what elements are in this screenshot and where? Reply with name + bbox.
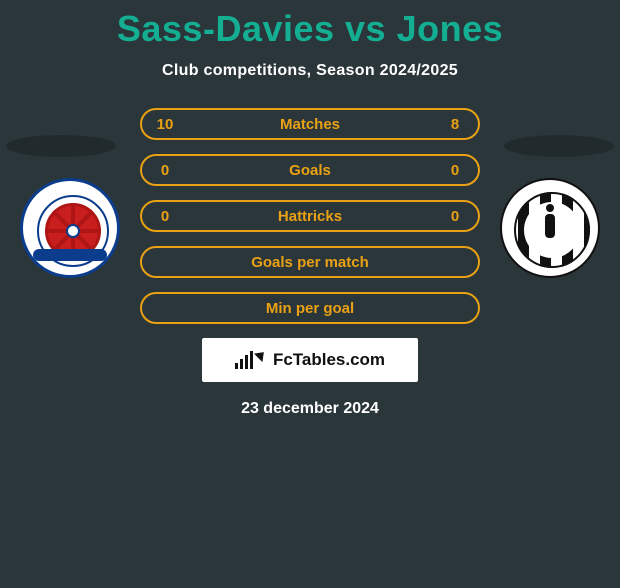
stat-left-value: 0 xyxy=(156,162,174,179)
brand-bars-icon xyxy=(235,351,253,369)
brand-badge: FcTables.com xyxy=(202,338,418,382)
stat-right-value: 8 xyxy=(446,116,464,133)
stat-label: Min per goal xyxy=(174,300,446,317)
stat-row-hattricks: 0 Hattricks 0 xyxy=(140,200,480,232)
subtitle: Club competitions, Season 2024/2025 xyxy=(0,62,620,80)
stat-row-min-per-goal: Min per goal xyxy=(140,292,480,324)
page-title: Sass-Davies vs Jones xyxy=(0,8,620,50)
team-badge-right xyxy=(500,178,600,278)
stat-row-goals-per-match: Goals per match xyxy=(140,246,480,278)
player-shadow-right xyxy=(504,135,614,157)
stat-right-value: 0 xyxy=(446,162,464,179)
team-badge-left xyxy=(20,178,120,278)
stat-label: Goals xyxy=(174,162,446,179)
hartlepool-badge xyxy=(20,178,120,278)
stat-row-matches: 10 Matches 8 xyxy=(140,108,480,140)
date-label: 23 december 2024 xyxy=(0,400,620,418)
stat-row-goals: 0 Goals 0 xyxy=(140,154,480,186)
stat-left-value: 10 xyxy=(156,116,174,133)
brand-arrow-icon xyxy=(254,348,268,362)
player-shadow-left xyxy=(6,135,116,157)
brand-text: FcTables.com xyxy=(273,350,385,370)
stat-label: Hattricks xyxy=(174,208,446,225)
stat-left-value: 0 xyxy=(156,208,174,225)
stat-label: Matches xyxy=(174,116,446,133)
stat-label: Goals per match xyxy=(174,254,446,271)
gateshead-badge xyxy=(500,178,600,278)
stat-right-value: 0 xyxy=(446,208,464,225)
